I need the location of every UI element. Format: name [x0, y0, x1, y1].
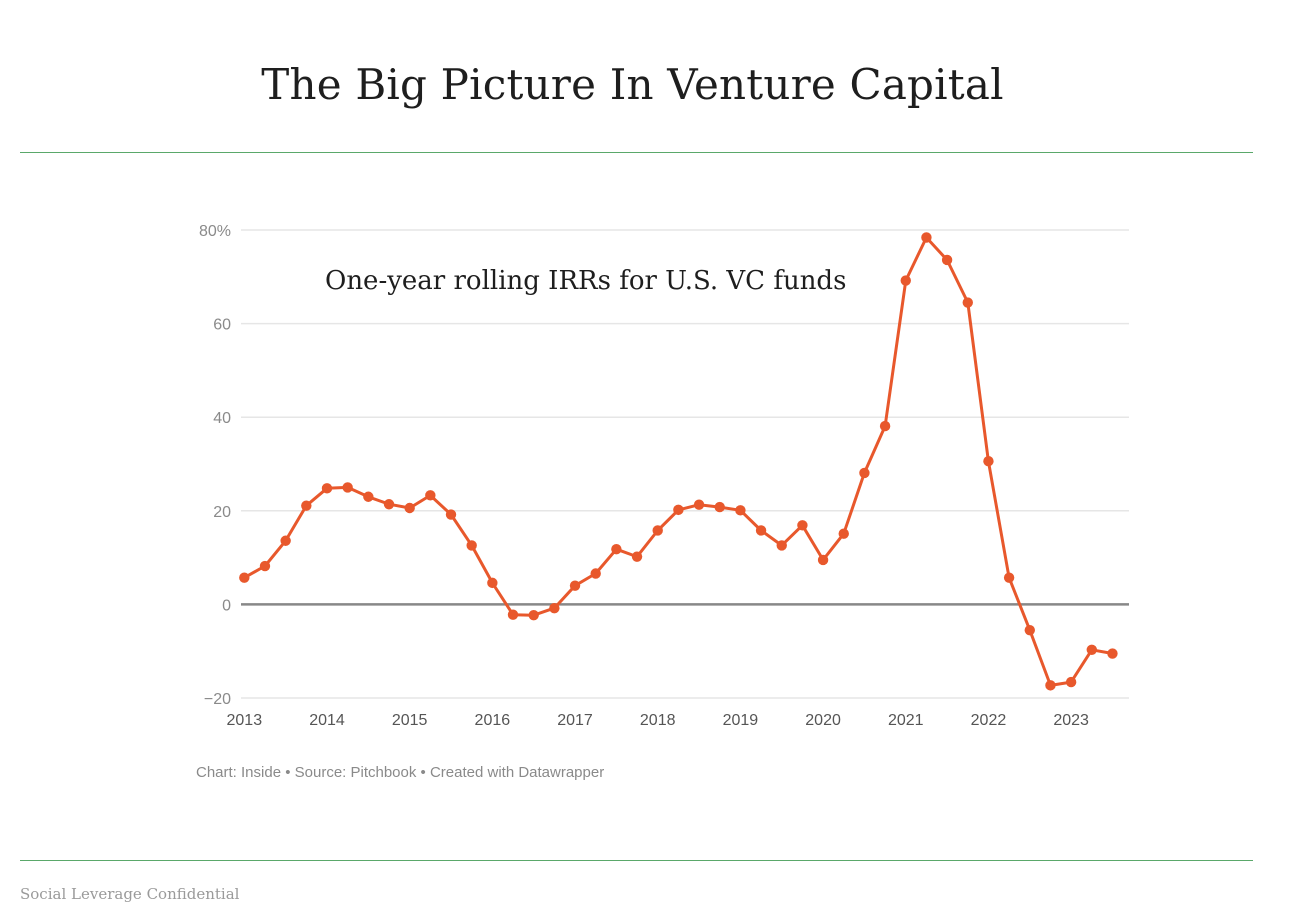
data-point: [673, 504, 684, 516]
data-point: [1107, 648, 1118, 659]
data-point: [631, 551, 643, 562]
page-title: The Big Picture In Venture Capital: [261, 60, 1004, 109]
grid-layer: [241, 229, 1129, 699]
data-point: [280, 535, 291, 546]
data-point: [776, 540, 787, 551]
footer-divider: [20, 860, 1253, 861]
data-point: [983, 455, 994, 467]
x-tick-label: 2014: [309, 712, 345, 729]
data-point: [569, 580, 581, 591]
data-point: [755, 525, 767, 536]
data-point: [590, 568, 601, 579]
data-point: [301, 500, 312, 511]
data-point: [507, 609, 519, 620]
y-tick-label: −20: [204, 691, 231, 708]
x-tick-label: 2013: [227, 712, 263, 729]
y-tick-label: 40: [213, 410, 231, 427]
axis-layer: 80% 60 40 20 0 −20 2013 2014 2015 2016 2017 2018 201…: [199, 223, 1089, 729]
series-layer: [239, 232, 1118, 691]
data-point: [693, 499, 705, 510]
data-point: [838, 528, 849, 539]
data-point: [1086, 644, 1097, 655]
x-tick-label: 2020: [805, 712, 841, 729]
footer-text: Social Leverage Confidential: [20, 885, 240, 903]
data-point: [611, 543, 622, 555]
data-point: [941, 254, 953, 266]
data-point: [652, 525, 663, 536]
data-point: [859, 467, 870, 479]
data-point: [259, 560, 271, 572]
data-point: [962, 297, 973, 308]
data-point: [404, 502, 415, 514]
x-tick-label: 2018: [640, 712, 676, 729]
x-tick-label: 2015: [392, 712, 428, 729]
data-point: [549, 602, 560, 614]
data-point: [1065, 676, 1077, 688]
chart-credit: Chart: Inside • Source: Pitchbook • Crea…: [196, 764, 604, 781]
data-point: [879, 420, 891, 432]
data-point: [239, 572, 250, 583]
x-tick-label: 2021: [888, 712, 924, 729]
data-point: [487, 577, 498, 589]
data-point: [363, 491, 374, 502]
data-point: [1024, 624, 1035, 636]
x-tick-label: 2023: [1053, 712, 1089, 729]
data-point: [735, 505, 746, 516]
data-point: [817, 554, 829, 566]
data-point: [714, 501, 725, 513]
y-tick-label: 60: [213, 317, 231, 334]
data-point: [900, 275, 911, 286]
title-divider: [20, 152, 1253, 153]
data-point: [342, 482, 353, 493]
x-tick-label: 2022: [971, 712, 1007, 729]
y-tick-label: 20: [213, 504, 231, 521]
data-point: [921, 232, 932, 243]
chart-title: One-year rolling IRRs for U.S. VC funds: [325, 266, 846, 296]
series-line: [242, 236, 1114, 687]
data-point: [1045, 680, 1056, 691]
x-tick-label: 2019: [723, 712, 759, 729]
data-point: [445, 509, 457, 520]
data-point: [797, 520, 808, 531]
data-point: [383, 499, 395, 510]
data-point: [425, 490, 436, 501]
y-tick-label: 80%: [199, 223, 231, 240]
data-point: [528, 609, 539, 621]
data-point: [321, 483, 333, 494]
y-tick-label: 0: [222, 597, 231, 614]
x-tick-label: 2017: [557, 712, 593, 729]
x-tick-label: 2016: [475, 712, 511, 729]
data-point: [1003, 572, 1015, 583]
data-point: [466, 540, 477, 551]
